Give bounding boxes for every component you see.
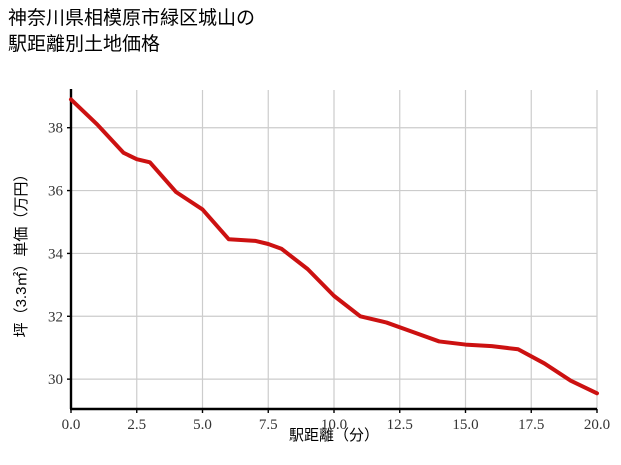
x-tick-label: 7.5 [259, 417, 278, 433]
x-tick-label: 5.0 [193, 417, 212, 433]
x-tick-label: 10.0 [321, 417, 347, 433]
x-tick-label: 12.5 [387, 417, 413, 433]
y-axis-tick-labels: 30 32 34 36 38 [48, 121, 64, 388]
y-tick-label: 34 [48, 246, 64, 262]
x-tick-label: 15.0 [452, 417, 478, 433]
y-tick-label: 36 [48, 184, 64, 200]
x-tick-label: 20.0 [584, 417, 610, 433]
gridlines-group [70, 90, 598, 409]
x-axis-title: 駅距離（分） [289, 426, 379, 444]
price-line [69, 97, 599, 396]
y-tick-label: 38 [48, 121, 63, 137]
x-axis-tick-labels: 0.0 2.5 5.0 7.5 10.0 12.5 15.0 17.5 20.0 [62, 417, 611, 433]
x-tick-label: 2.5 [127, 417, 146, 433]
y-tick-label: 32 [48, 309, 63, 325]
x-tick-label: 0.0 [62, 417, 81, 433]
y-tick-label: 30 [48, 372, 63, 388]
y-axis-title: 坪（3.3㎡）単価（万円） [13, 167, 30, 338]
tick-marks-group [67, 127, 598, 413]
chart-title: 神奈川県相模原市緑区城山の 駅距離別土地価格 [8, 8, 256, 55]
x-tick-label: 17.5 [518, 417, 544, 433]
data-series-line [69, 97, 599, 396]
